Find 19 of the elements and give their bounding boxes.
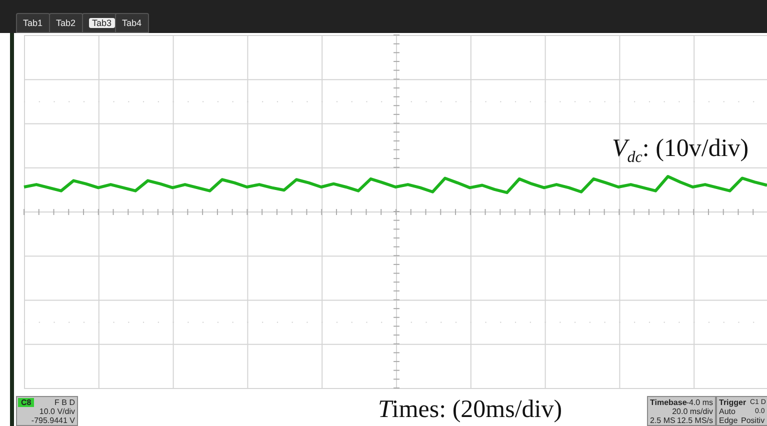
text: 12.5 MS/s (676, 416, 713, 425)
text: Tab1 (23, 18, 43, 28)
text: Tab2 (56, 18, 76, 28)
text: Timebase (650, 398, 687, 407)
text: Edge (719, 416, 738, 425)
text: Positiv (741, 416, 765, 425)
text: 20.0 ms/div (672, 407, 713, 416)
text: Tab4 (122, 18, 142, 28)
text: -795.9441 V (31, 416, 75, 425)
text: Tab3 (89, 18, 115, 28)
text: C8 (18, 398, 34, 407)
text: Times: (20ms/div) (378, 396, 562, 424)
text: F B D (54, 398, 75, 407)
text: 10.0 V/div (39, 407, 75, 416)
y-axis-title: V$_{dc}$: (10v/div) (612, 135, 749, 167)
text: -4.0 ms (686, 398, 713, 407)
text: Trigger (719, 398, 746, 407)
text: Auto (719, 407, 736, 416)
text: 2.5 MS (650, 416, 676, 425)
